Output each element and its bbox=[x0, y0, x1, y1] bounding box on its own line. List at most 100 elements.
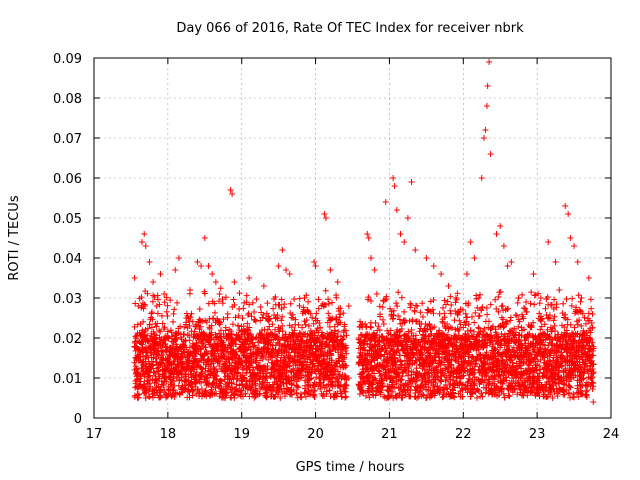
background-scatter-point bbox=[171, 306, 178, 313]
background-scatter-point bbox=[297, 391, 304, 398]
background-scatter-point bbox=[245, 310, 252, 317]
chart-title: Day 066 of 2016, Rate Of TEC Index for r… bbox=[176, 21, 524, 36]
background-scatter-point bbox=[528, 289, 535, 296]
background-scatter-point bbox=[148, 358, 155, 365]
background-scatter-point bbox=[216, 298, 223, 305]
background-scatter-point bbox=[153, 332, 160, 339]
background-scatter-point bbox=[212, 372, 219, 379]
background-scatter-point bbox=[253, 296, 260, 303]
background-scatter-point bbox=[135, 369, 142, 376]
background-scatter-point bbox=[218, 378, 225, 385]
background-scatter-point bbox=[216, 318, 223, 325]
background-scatter-point bbox=[575, 292, 582, 299]
background-scatter-point bbox=[161, 299, 168, 306]
background-scatter-point bbox=[220, 316, 227, 323]
background-scatter-point bbox=[161, 324, 168, 331]
background-scatter-point bbox=[199, 366, 206, 373]
background-scatter-point bbox=[297, 393, 304, 400]
background-scatter-point bbox=[202, 344, 209, 351]
background-scatter-point bbox=[325, 296, 332, 303]
background-scatter-point bbox=[153, 379, 160, 386]
background-scatter-point bbox=[156, 327, 163, 334]
background-scatter-point bbox=[471, 319, 478, 326]
background-scatter-point bbox=[149, 362, 156, 369]
background-scatter-point bbox=[216, 319, 223, 326]
background-scatter-point bbox=[537, 326, 544, 333]
background-scatter-point bbox=[144, 332, 151, 339]
background-scatter-point bbox=[294, 383, 301, 390]
background-scatter-point bbox=[217, 377, 224, 384]
background-scatter-point bbox=[234, 365, 241, 372]
background-scatter-point bbox=[216, 330, 223, 337]
background-scatter-point bbox=[141, 302, 148, 309]
background-scatter-point bbox=[476, 312, 483, 319]
background-scatter-point bbox=[191, 328, 198, 335]
background-scatter-point bbox=[468, 313, 475, 320]
background-scatter-point bbox=[296, 295, 303, 302]
background-scatter-point bbox=[165, 334, 172, 341]
background-scatter-point bbox=[146, 372, 153, 379]
background-scatter-point bbox=[132, 377, 139, 384]
background-scatter-point bbox=[214, 368, 221, 375]
background-scatter-point bbox=[264, 300, 271, 307]
background-scatter-point bbox=[170, 361, 177, 368]
background-scatter-point bbox=[248, 313, 255, 320]
background-scatter-point bbox=[153, 323, 160, 330]
background-scatter-point bbox=[571, 324, 578, 331]
background-scatter-point bbox=[132, 333, 139, 340]
background-scatter-point bbox=[232, 314, 239, 321]
background-scatter-point bbox=[170, 318, 177, 325]
background-scatter-point bbox=[233, 381, 240, 388]
background-scatter-point bbox=[543, 394, 550, 401]
background-scatter-point bbox=[248, 384, 255, 391]
background-scatter-point bbox=[408, 327, 415, 334]
background-scatter-point bbox=[186, 332, 193, 339]
background-scatter-point bbox=[227, 328, 234, 335]
background-scatter-point bbox=[196, 305, 203, 312]
background-scatter-point bbox=[246, 324, 253, 331]
background-scatter-point bbox=[157, 328, 164, 335]
background-scatter-point bbox=[148, 309, 155, 316]
background-scatter-point bbox=[230, 296, 237, 303]
background-scatter-point bbox=[264, 326, 271, 333]
background-scatter-point bbox=[296, 302, 303, 309]
background-scatter-point bbox=[519, 291, 526, 298]
background-scatter-point bbox=[242, 390, 249, 397]
background-scatter-point bbox=[271, 394, 278, 401]
background-scatter-point bbox=[131, 323, 138, 330]
background-scatter-point bbox=[221, 353, 228, 360]
background-scatter-point bbox=[189, 392, 196, 399]
background-scatter-point bbox=[154, 310, 161, 317]
background-scatter-point bbox=[222, 324, 229, 331]
background-scatter-point bbox=[441, 297, 448, 304]
background-scatter-point bbox=[305, 298, 312, 305]
background-scatter-point bbox=[142, 386, 149, 393]
background-scatter-point bbox=[442, 377, 449, 384]
background-scatter-point bbox=[219, 300, 226, 307]
background-scatter-point bbox=[236, 382, 243, 389]
background-scatter-point bbox=[536, 300, 543, 307]
background-scatter-point bbox=[152, 355, 159, 362]
background-scatter-point bbox=[164, 302, 171, 309]
background-scatter-point bbox=[187, 314, 194, 321]
background-scatter-point bbox=[563, 296, 570, 303]
background-scatter-point bbox=[249, 299, 256, 306]
background-scatter-point bbox=[380, 320, 387, 327]
background-scatter-point bbox=[531, 301, 538, 308]
background-scatter-point bbox=[342, 394, 349, 401]
background-scatter-point bbox=[146, 380, 153, 387]
background-scatter-point bbox=[220, 331, 227, 338]
background-scatter-point bbox=[483, 304, 490, 311]
background-scatter-point bbox=[189, 318, 196, 325]
background-scatter-point bbox=[337, 311, 344, 318]
background-scatter-point bbox=[299, 324, 306, 331]
background-scatter-point bbox=[210, 360, 217, 367]
background-scatter-point bbox=[212, 385, 219, 392]
background-scatter-point bbox=[287, 300, 294, 307]
background-scatter-point bbox=[162, 375, 169, 382]
background-scatter-point bbox=[164, 313, 171, 320]
background-scatter-point bbox=[291, 296, 298, 303]
background-scatter-point bbox=[566, 383, 573, 390]
background-scatter-point bbox=[171, 393, 178, 400]
background-scatter-point bbox=[135, 391, 142, 398]
